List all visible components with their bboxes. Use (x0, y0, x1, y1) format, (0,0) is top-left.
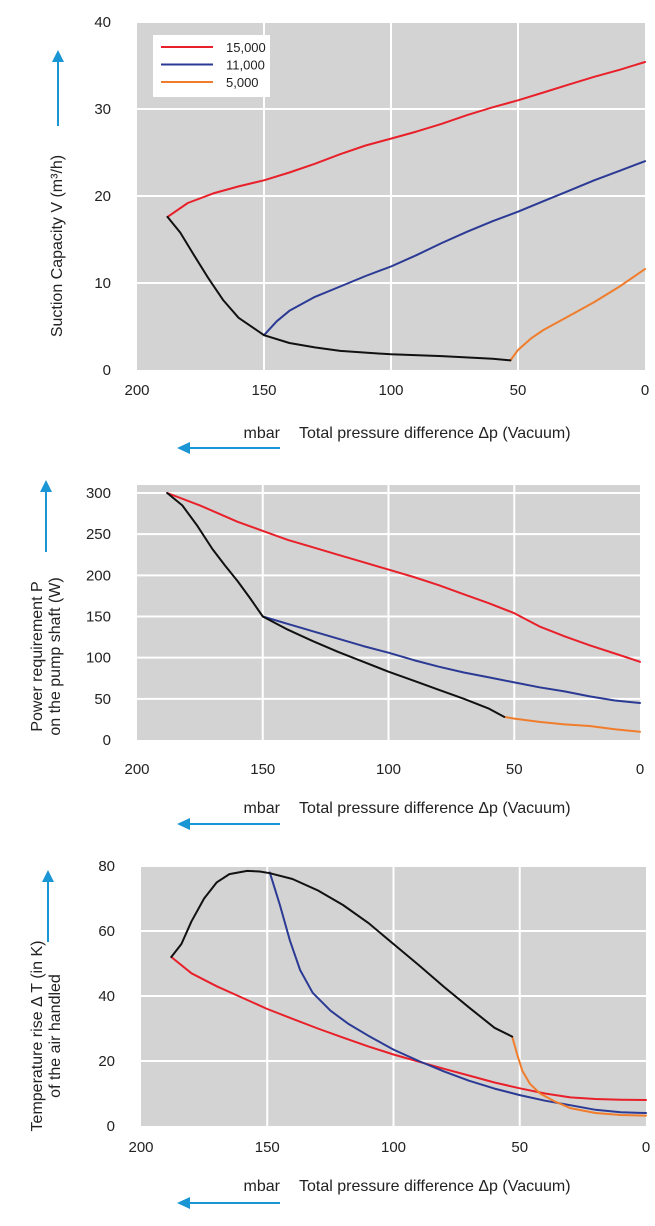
series-line-15000 (166, 61, 646, 218)
arrow-left-icon (177, 1197, 190, 1209)
suction-capacity-chart: 0 10 20 30 40 200 150 100 50 0 Suction Capacity V … (49, 14, 649, 454)
x-tick-label: 50 (506, 761, 523, 778)
arrow-up-icon (52, 50, 64, 62)
x-tick-label: 150 (251, 382, 276, 399)
y-tick-label: 0 (103, 362, 111, 379)
series-line-15000 (166, 492, 641, 663)
series-line-envelope (170, 869, 514, 1038)
x-tick-label: 200 (124, 382, 149, 399)
y-tick-label: 0 (107, 1118, 115, 1135)
y-tick-label: 200 (86, 567, 111, 584)
series-line-5000 (509, 268, 646, 362)
y-axis-title: Power requirement P (29, 581, 46, 731)
series-line-11000 (268, 871, 647, 1114)
y-tick-label: 0 (103, 732, 111, 749)
x-tick-label: 50 (510, 382, 527, 399)
series-line-envelope (166, 215, 512, 362)
series-line-11000 (263, 160, 646, 337)
arrow-left-icon (177, 818, 190, 830)
x-axis-unit: mbar (244, 1178, 281, 1195)
y-tick-label: 10 (94, 275, 111, 292)
y-tick-label: 250 (86, 526, 111, 543)
arrow-up-icon (40, 480, 52, 492)
y-tick-label: 30 (94, 101, 111, 118)
arrow-up-icon (42, 870, 54, 882)
series-line-11000 (261, 615, 641, 704)
x-axis-title: Total pressure difference Δp (Vacuum) (299, 425, 571, 442)
x-tick-label: 150 (250, 761, 275, 778)
y-tick-label: 80 (98, 858, 115, 875)
y-tick-label: 150 (86, 609, 111, 626)
x-tick-label: 200 (128, 1139, 153, 1156)
x-tick-label: 0 (642, 1139, 650, 1156)
x-tick-label: 100 (378, 382, 403, 399)
legend-box (153, 35, 270, 97)
series-line-15000 (170, 956, 647, 1101)
x-tick-label: 200 (124, 761, 149, 778)
temperature-rise-chart: 0 20 40 60 80 200 150 100 50 0 Temperature rise Δ … (29, 858, 650, 1209)
legend-label: 5,000 (226, 75, 259, 90)
x-tick-label: 0 (641, 382, 649, 399)
x-tick-label: 100 (381, 1139, 406, 1156)
power-requirement-chart: 0 50 100 150 200 250 300 200 150 100 50 0 Power requ… (29, 480, 644, 830)
y-axis-title: Suction Capacity V (m³/h) (49, 155, 66, 337)
x-axis-unit: mbar (244, 800, 281, 817)
x-tick-label: 100 (376, 761, 401, 778)
x-tick-label: 150 (255, 1139, 280, 1156)
x-axis-title: Total pressure difference Δp (Vacuum) (299, 800, 571, 817)
arrow-left-icon (177, 442, 190, 454)
y-axis-title: on the pump shaft (W) (47, 577, 64, 735)
series-line-envelope (166, 492, 506, 718)
x-axis-unit: mbar (244, 425, 281, 442)
legend-label: 11,000 (226, 58, 265, 73)
y-tick-label: 20 (98, 1053, 115, 1070)
y-tick-label: 50 (94, 691, 111, 708)
series-line-5000 (503, 715, 641, 733)
y-tick-label: 20 (94, 188, 111, 205)
y-axis-title: of the air handled (47, 974, 64, 1098)
series-line-5000 (511, 1035, 647, 1117)
y-tick-label: 60 (98, 923, 115, 940)
y-axis-title: Temperature rise Δ T (in K) (29, 941, 46, 1132)
x-tick-label: 0 (636, 761, 644, 778)
x-axis-title: Total pressure difference Δp (Vacuum) (299, 1178, 571, 1195)
y-tick-label: 300 (86, 485, 111, 502)
legend-label: 15,000 (226, 40, 266, 55)
y-tick-label: 40 (98, 988, 115, 1005)
x-tick-label: 50 (511, 1139, 528, 1156)
y-tick-label: 40 (94, 14, 111, 31)
y-tick-label: 100 (86, 650, 111, 667)
